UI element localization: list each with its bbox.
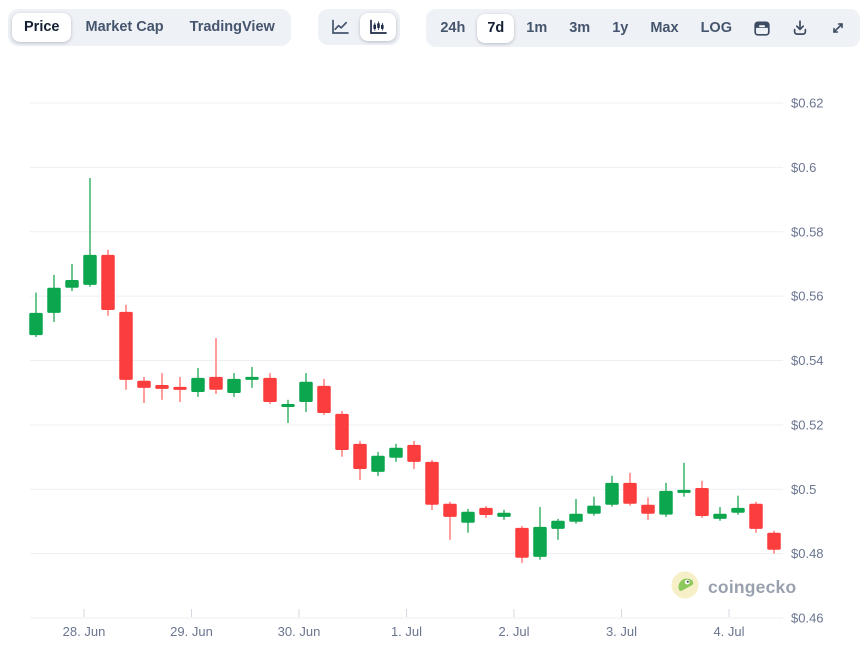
range-7d[interactable]: 7d: [477, 13, 515, 43]
candle[interactable]: [245, 376, 259, 380]
chart-type-toggle: [317, 9, 400, 45]
range-log[interactable]: LOG: [700, 19, 732, 36]
candle[interactable]: [29, 312, 43, 336]
candle[interactable]: [461, 511, 475, 523]
x-axis-label: 29. Jun: [170, 624, 213, 639]
x-axis-label: 2. Jul: [498, 624, 529, 639]
candle[interactable]: [623, 482, 637, 504]
candle[interactable]: [695, 487, 709, 516]
candle[interactable]: [551, 520, 565, 529]
y-axis-label: $0.58: [791, 224, 824, 239]
line-chart-button[interactable]: [322, 13, 358, 41]
x-axis-label: 4. Jul: [713, 624, 744, 639]
price-chart-svg: $0.62 $0.6 $0.58 $0.56 $0.54 $0.52 $0.5 $0.48 $0…: [29, 96, 824, 639]
y-axis-label: $0.46: [791, 611, 824, 626]
candle[interactable]: [767, 532, 781, 550]
line-chart-icon: [330, 18, 350, 36]
tab-price[interactable]: Price: [12, 13, 72, 42]
x-axis-label: 1. Jul: [391, 624, 422, 639]
candle[interactable]: [263, 377, 277, 403]
calendar-button[interactable]: [744, 13, 780, 43]
candle[interactable]: [659, 490, 673, 515]
candle[interactable]: [479, 507, 493, 515]
coingecko-watermark: coingecko: [671, 571, 797, 604]
candle[interactable]: [497, 512, 511, 517]
candle[interactable]: [281, 403, 295, 407]
fullscreen-button[interactable]: [820, 13, 856, 43]
chart-toolbar: Price Market Cap TradingView: [8, 9, 860, 47]
tab-market-cap[interactable]: Market Cap: [85, 19, 164, 35]
candle[interactable]: [47, 287, 61, 313]
download-icon: [790, 18, 810, 38]
candle[interactable]: [353, 443, 367, 469]
y-axis-label: $0.54: [791, 353, 824, 368]
candle[interactable]: [731, 507, 745, 513]
x-axis-label: 30. Jun: [278, 624, 321, 639]
candle[interactable]: [209, 376, 223, 390]
range-tabs: 24h 7d 1m 3m 1y Max LOG: [426, 9, 860, 47]
candle[interactable]: [569, 513, 583, 522]
candle[interactable]: [119, 311, 133, 380]
candle[interactable]: [677, 489, 691, 493]
candle[interactable]: [191, 377, 205, 393]
range-3m[interactable]: 3m: [569, 19, 591, 36]
range-max[interactable]: Max: [650, 19, 679, 36]
candle[interactable]: [101, 254, 115, 310]
y-axis-label: $0.6: [791, 160, 816, 175]
y-axis-label: $0.62: [791, 96, 824, 111]
candlestick-chart-icon: [368, 18, 388, 36]
candle[interactable]: [155, 384, 169, 389]
range-24h[interactable]: 24h: [440, 19, 466, 36]
calendar-icon: [752, 18, 772, 38]
y-axis-label: $0.56: [791, 289, 824, 304]
gecko-icon: [671, 571, 699, 604]
candle[interactable]: [515, 527, 529, 558]
candle[interactable]: [641, 504, 655, 514]
candle[interactable]: [137, 380, 151, 388]
candle[interactable]: [587, 505, 601, 514]
x-axis-label: 28. Jun: [63, 624, 106, 639]
candle[interactable]: [335, 413, 349, 450]
candle[interactable]: [533, 526, 547, 557]
candle[interactable]: [605, 482, 619, 505]
candle[interactable]: [407, 444, 421, 462]
watermark-text: coingecko: [708, 576, 797, 597]
y-axis-label: $0.52: [791, 417, 824, 432]
candle[interactable]: [227, 378, 241, 394]
download-button[interactable]: [782, 13, 818, 43]
candle[interactable]: [299, 381, 313, 403]
view-mode-tabs: Price Market Cap TradingView: [8, 9, 291, 46]
candle[interactable]: [83, 254, 97, 285]
candlestick-chart-button[interactable]: [359, 13, 396, 41]
candle[interactable]: [749, 503, 763, 529]
candle[interactable]: [443, 503, 457, 517]
candle[interactable]: [425, 461, 439, 505]
candle[interactable]: [317, 385, 331, 413]
x-axis-label: 3. Jul: [606, 624, 637, 639]
y-axis-label: $0.5: [791, 482, 816, 497]
candle[interactable]: [371, 455, 385, 472]
range-1y[interactable]: 1y: [612, 19, 629, 36]
candle[interactable]: [713, 513, 727, 519]
range-1m[interactable]: 1m: [526, 19, 548, 36]
y-axis-label: $0.48: [791, 546, 824, 561]
tab-tradingview[interactable]: TradingView: [189, 19, 275, 35]
candle[interactable]: [65, 280, 79, 288]
candle[interactable]: [389, 447, 403, 458]
price-chart[interactable]: $0.62 $0.6 $0.58 $0.56 $0.54 $0.52 $0.5 $0.48 $0…: [0, 60, 868, 656]
candle[interactable]: [173, 386, 187, 390]
fullscreen-icon: [828, 18, 848, 38]
